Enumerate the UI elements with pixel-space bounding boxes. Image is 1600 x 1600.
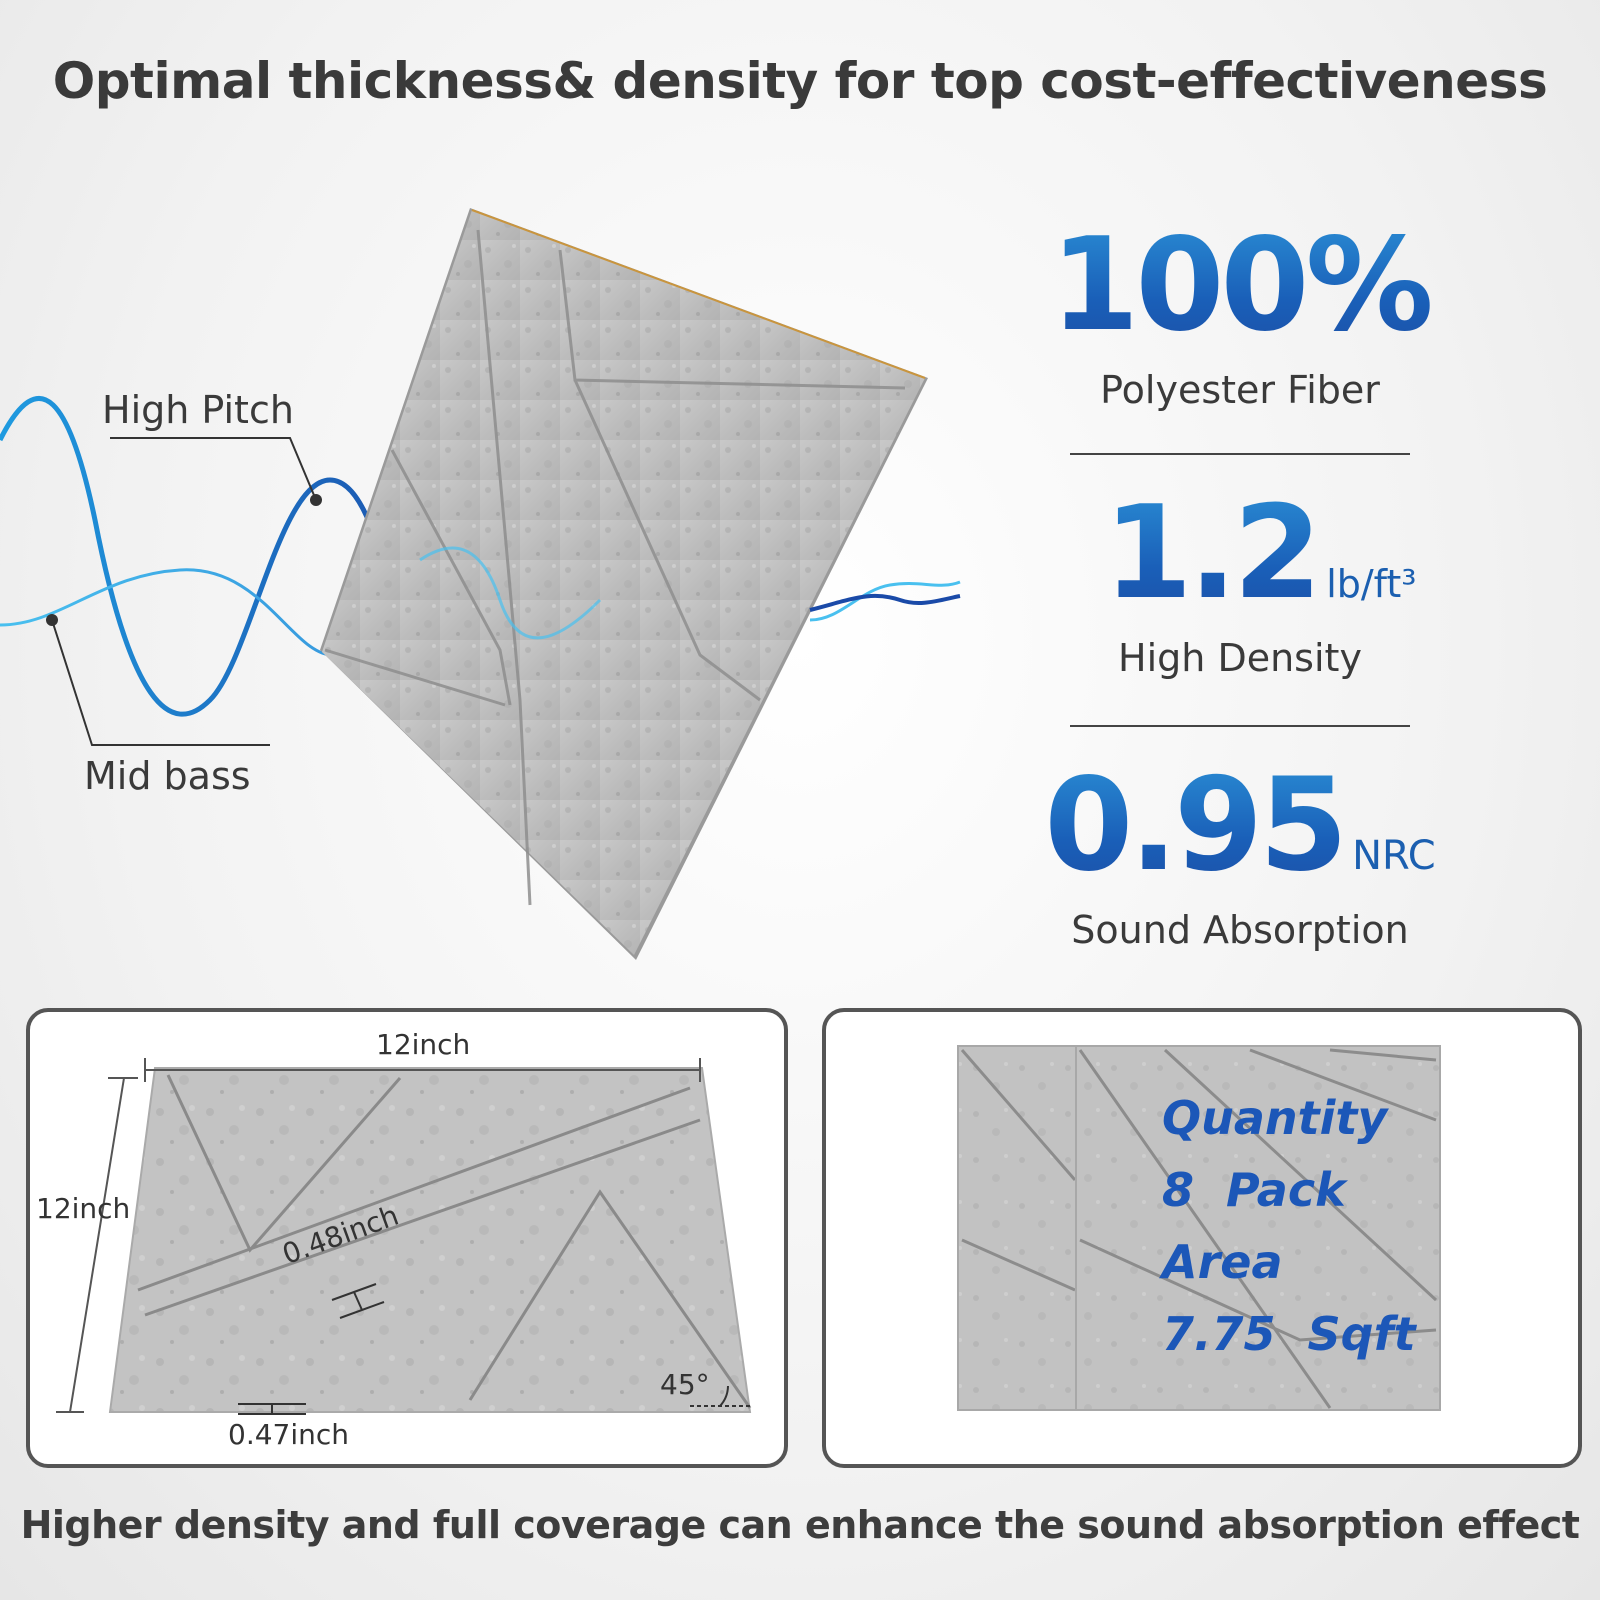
stat-nrc-value: 0.95 [1044, 751, 1348, 900]
angle-label: 45° [660, 1368, 710, 1401]
page-title: Optimal thickness& density for top cost-… [52, 52, 1548, 110]
stat-density-value: 1.2 [1103, 479, 1322, 628]
area-value: 7.75 Sqft [1162, 1307, 1416, 1361]
acoustic-panel-hero [320, 208, 928, 960]
high-pitch-label: High Pitch [102, 388, 294, 432]
panel-top-view [108, 1067, 752, 1413]
stat-density-caption: High Density [1118, 636, 1362, 680]
stat-density-unit: lb/ft³ [1326, 562, 1417, 606]
stat-nrc-caption: Sound Absorption [1071, 908, 1409, 952]
angle-marker [690, 1385, 750, 1407]
mid-bass-callout [51, 619, 270, 746]
edge-thickness-marker [238, 1403, 306, 1415]
quantity-label: Quantity [1162, 1091, 1388, 1145]
stat-divider [1070, 725, 1410, 727]
height-dimension-line [56, 1077, 138, 1413]
pack-count: 8 Pack [1162, 1163, 1346, 1217]
edge-thickness-label: 0.47inch [228, 1418, 350, 1451]
stat-material-value: 100% [1050, 211, 1433, 360]
footer-caption: Higher density and full coverage can enh… [20, 1503, 1580, 1547]
panel-front [1075, 1045, 1441, 1411]
stat-density: 1.2 lb/ft³ [1080, 490, 1440, 618]
stat-material-caption: Polyester Fiber [1100, 368, 1380, 412]
stat-material: 100% [1040, 222, 1440, 350]
mid-bass-label: Mid bass [84, 754, 251, 798]
stat-divider [1070, 453, 1410, 455]
stat-nrc: 0.95 NRC [1020, 762, 1460, 890]
stat-nrc-unit: NRC [1352, 833, 1436, 879]
groove-width-marker [331, 1283, 385, 1319]
height-label: 12inch [36, 1192, 131, 1225]
width-dimension-line [144, 1058, 701, 1082]
area-label: Area [1162, 1235, 1283, 1289]
width-label: 12inch [376, 1028, 471, 1061]
high-pitch-callout [110, 437, 317, 501]
